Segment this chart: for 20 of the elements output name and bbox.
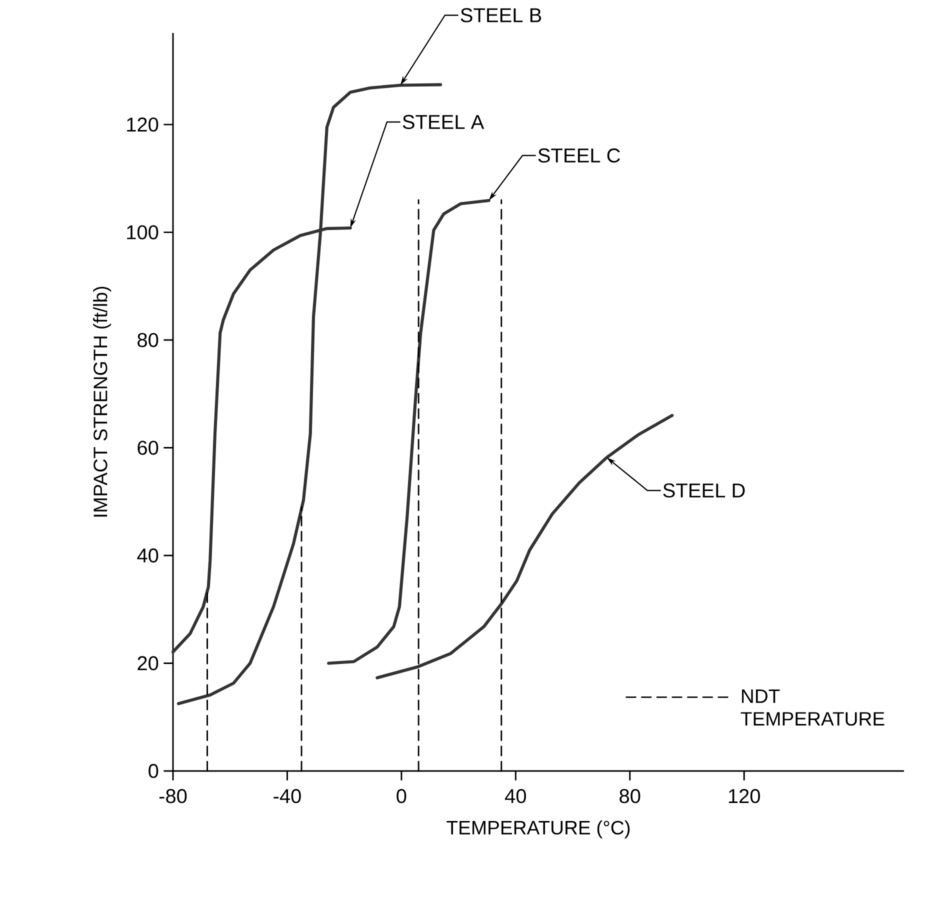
annotation: STEEL B xyxy=(460,8,542,22)
y-tick-label: 100 xyxy=(127,225,158,240)
x-tick-label: 120 xyxy=(728,789,760,804)
y-tick-label: 120 xyxy=(127,117,158,132)
x-tick-label: 80 xyxy=(620,789,640,804)
x-axis-title: TEMPERATURE (°C) xyxy=(446,820,630,838)
x-tick-label: 0 xyxy=(396,789,406,804)
y-tick-label: 60 xyxy=(138,440,158,455)
text: NDT TEMPERATURE xyxy=(740,690,884,726)
x-tick-label: -40 xyxy=(274,789,301,804)
y-tick-label: 80 xyxy=(138,332,158,348)
x-tick-label: 40 xyxy=(504,789,526,804)
y-tick-label: 40 xyxy=(137,548,158,563)
y-axis-title: IMPACT STRENGTH (ft/lb) xyxy=(93,286,112,517)
annotation: STEEL C xyxy=(538,148,620,163)
y-tick-label: 20 xyxy=(138,656,158,670)
x-tick-label: -80 xyxy=(159,789,187,804)
y-tick-label: 0 xyxy=(148,764,158,778)
annotation: STEEL A xyxy=(402,114,484,130)
annotation: STEEL D xyxy=(663,483,745,498)
